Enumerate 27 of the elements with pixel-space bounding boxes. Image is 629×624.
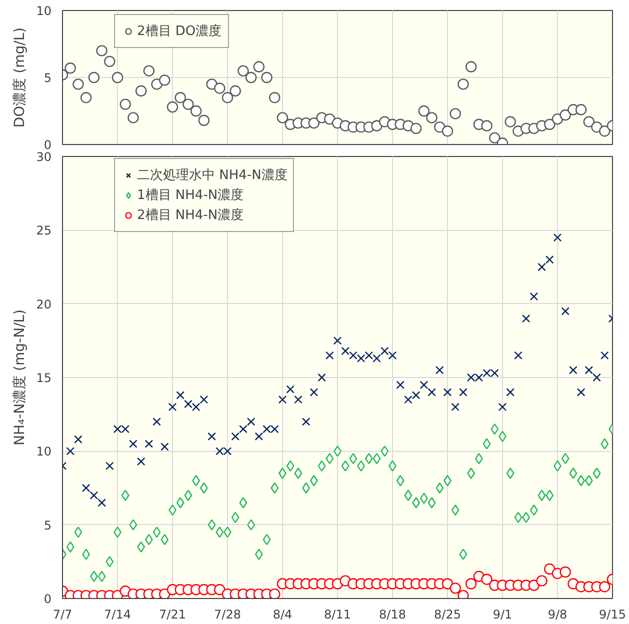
x-tick-label: 7/28	[214, 608, 241, 622]
y-tick-label: 5	[44, 518, 52, 532]
y-axis-title: DO濃度 (mg/L)	[12, 27, 28, 128]
y-tick-label: 15	[36, 371, 52, 385]
y-tick-label: 0	[44, 592, 52, 606]
y-tick-label: 25	[36, 224, 52, 238]
y-axis-title: NH₄-N濃度 (mg-N/L)	[12, 309, 28, 446]
x-tick-label: 8/18	[379, 608, 406, 622]
x-tick-label: 8/11	[324, 608, 351, 622]
x-tick-label: 8/25	[434, 608, 461, 622]
legend-label: 1槽目 NH4-N濃度	[137, 187, 244, 204]
x-tick-label: 9/1	[492, 608, 512, 622]
y-tick-label: 5	[44, 71, 52, 85]
y-tick-label: 30	[36, 150, 52, 164]
x-tick-label: 7/14	[104, 608, 131, 622]
y-tick-label: 20	[36, 297, 52, 312]
y-tick-label: 10	[36, 444, 52, 459]
x-tick-label: 7/7	[52, 608, 72, 622]
legend-label: 2槽目 DO濃度	[137, 23, 222, 40]
x-tick-label: 9/15	[599, 608, 626, 622]
legend-label: 二次処理水中 NH4-N濃度	[137, 167, 288, 184]
y-tick-label: 10	[36, 4, 52, 18]
y-tick-label: 0	[44, 138, 52, 152]
x-tick-label: 7/21	[159, 608, 186, 622]
x-tick-label: 8/4	[272, 608, 292, 622]
x-tick-label: 9/8	[548, 608, 568, 622]
legend-label: 2槽目 NH4-N濃度	[137, 207, 244, 224]
